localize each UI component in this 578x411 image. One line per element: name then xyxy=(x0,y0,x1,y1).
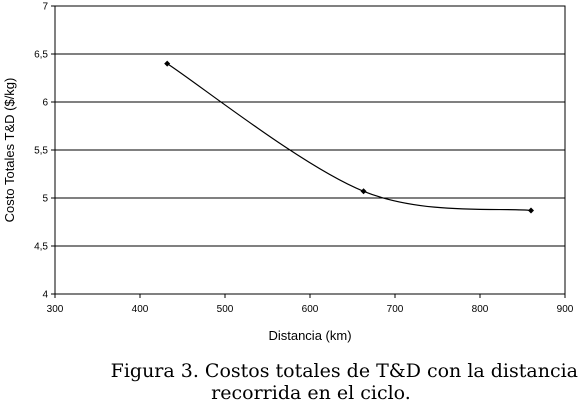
y-tick-label-6: 7 xyxy=(42,2,48,13)
caption-line-2: recorrida en el ciclo. xyxy=(211,382,411,404)
gridlines xyxy=(55,5,565,295)
y-tick-label-3: 5,5 xyxy=(34,146,48,157)
figure-caption: Figura 3. Costos totales de T&D con la d… xyxy=(0,360,578,404)
data-point-0 xyxy=(164,60,171,67)
y-tick-labels: 4 4,5 5 5,5 6 6,5 7 xyxy=(34,2,55,301)
y-tick-label-4: 6 xyxy=(42,98,48,109)
x-tick-label-2: 500 xyxy=(217,304,234,315)
y-axis-title: Costo Totales T&D ($/kg) xyxy=(2,78,17,223)
x-tick-label-3: 600 xyxy=(302,304,319,315)
y-tick-label-2: 5 xyxy=(42,194,48,205)
x-axis-title: Distancia (km) xyxy=(268,328,351,343)
data-points xyxy=(164,60,534,214)
x-tick-label-1: 400 xyxy=(132,304,149,315)
y-tick-label-0: 4 xyxy=(42,290,48,301)
y-tick-label-5: 6,5 xyxy=(34,50,48,61)
data-point-1 xyxy=(360,188,367,195)
data-point-2 xyxy=(528,207,534,214)
x-tick-label-6: 900 xyxy=(557,304,574,315)
x-tick-label-5: 800 xyxy=(472,304,489,315)
x-tick-label-4: 700 xyxy=(387,304,404,315)
line-chart: 4 4,5 5 5,5 6 6,5 7 300 400 500 600 700 800 900 Dist… xyxy=(2,2,574,344)
series-line xyxy=(166,63,532,212)
x-tick-labels: 300 400 500 600 700 800 900 xyxy=(47,294,574,315)
y-tick-label-1: 4,5 xyxy=(34,242,48,253)
x-tick-label-0: 300 xyxy=(47,304,64,315)
caption-line-1: Figura 3. Costos totales de T&D con la d… xyxy=(110,360,578,382)
